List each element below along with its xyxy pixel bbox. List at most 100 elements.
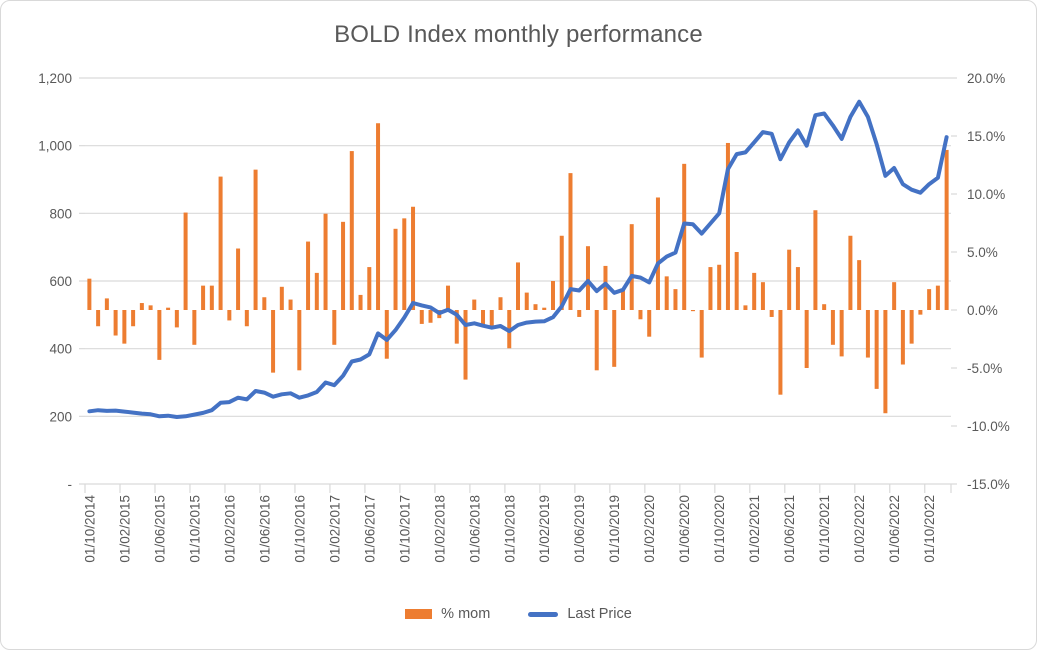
bar-pct-mom <box>271 310 276 373</box>
y-axis-label-right: -10.0% <box>967 419 1010 434</box>
bar-pct-mom <box>830 310 835 345</box>
bar-pct-mom <box>673 289 678 310</box>
x-axis-label: 01/10/2022 <box>922 495 937 563</box>
bar-pct-mom <box>699 310 704 358</box>
bar-pct-mom <box>323 213 328 310</box>
bar-pct-mom <box>542 307 547 310</box>
bar-pct-mom <box>384 310 389 359</box>
bar-pct-mom <box>585 246 590 310</box>
bar-pct-mom <box>900 310 905 365</box>
x-axis-label: 01/10/2017 <box>397 495 412 563</box>
x-axis-label: 01/10/2015 <box>187 495 202 563</box>
x-axis-label: 01/06/2019 <box>572 495 587 563</box>
legend-bar-swatch-icon <box>405 609 433 619</box>
bar-pct-mom <box>227 310 232 321</box>
bar-pct-mom <box>349 151 354 310</box>
x-axis-label: 01/10/2019 <box>607 495 622 563</box>
bar-pct-mom <box>769 310 774 317</box>
bar-pct-mom <box>332 310 337 345</box>
x-axis-label: 01/10/2020 <box>712 495 727 563</box>
bar-pct-mom <box>192 310 197 345</box>
bar-pct-mom <box>717 264 722 310</box>
bar-pct-mom <box>236 248 241 310</box>
x-axis-label: 01/10/2018 <box>502 495 517 563</box>
bar-pct-mom <box>411 206 416 310</box>
bar-pct-mom <box>201 285 206 310</box>
bar-pct-mom <box>760 282 765 310</box>
bar-pct-mom <box>139 303 144 310</box>
bar-pct-mom <box>157 310 162 360</box>
legend: % mom Last Price <box>1 606 1036 622</box>
bar-pct-mom <box>935 285 940 310</box>
bar-pct-mom <box>848 235 853 310</box>
bar-pct-mom <box>314 272 319 310</box>
y-axis-label-left: 1,000 <box>38 139 72 154</box>
y-axis-label-left: - <box>68 477 73 492</box>
y-axis-label-right: 10.0% <box>967 187 1005 202</box>
bar-pct-mom <box>113 310 118 336</box>
bar-pct-mom <box>279 286 284 310</box>
x-axis-label: 01/06/2020 <box>677 495 692 563</box>
bar-pct-mom <box>481 310 486 327</box>
bar-pct-mom <box>568 173 573 310</box>
bar-pct-mom <box>874 310 879 389</box>
x-axis-label: 01/02/2019 <box>537 495 552 563</box>
y-axis-label-right: 20.0% <box>967 71 1005 86</box>
bar-pct-mom <box>603 265 608 310</box>
bar-pct-mom <box>909 310 914 344</box>
y-axis-label-left: 800 <box>49 206 72 221</box>
y-axis-label-left: 1,200 <box>38 71 72 86</box>
bar-pct-mom <box>883 310 888 414</box>
bar-pct-mom <box>708 267 713 310</box>
bar-pct-mom <box>393 228 398 310</box>
y-axis-label-right: -15.0% <box>967 477 1010 492</box>
bar-pct-mom <box>638 310 643 320</box>
last-price-line <box>87 99 949 419</box>
x-axis-label: 01/02/2018 <box>432 495 447 563</box>
x-axis-label: 01/06/2018 <box>467 495 482 563</box>
bar-pct-mom <box>96 310 101 327</box>
bar-pct-mom <box>944 149 949 310</box>
bar-pct-mom <box>174 310 179 328</box>
y-axis-label-left: 200 <box>49 409 72 424</box>
bar-pct-mom <box>795 267 800 310</box>
bar-pct-mom <box>402 218 407 310</box>
bar-pct-mom <box>822 304 827 310</box>
bar-pct-mom <box>918 310 923 315</box>
bar-pct-mom <box>577 310 582 317</box>
bar-pct-mom <box>419 310 424 324</box>
y-axis-label-left: 600 <box>49 274 72 289</box>
x-axis-label: 01/06/2022 <box>887 495 902 563</box>
x-axis-label: 01/10/2021 <box>817 495 832 563</box>
bar-pct-mom <box>166 307 171 310</box>
bar-pct-mom <box>148 305 153 310</box>
x-axis-label: 01/06/2016 <box>257 495 272 563</box>
bar-pct-mom <box>218 176 223 310</box>
bar-pct-mom <box>288 299 293 310</box>
bar-pct-mom <box>804 310 809 368</box>
bar-pct-mom <box>524 292 529 310</box>
bar-pct-mom <box>446 285 451 310</box>
bar-pct-mom <box>428 310 433 323</box>
bar-pct-mom <box>131 310 136 327</box>
bar-pct-mom <box>358 294 363 310</box>
bar-pct-mom <box>839 310 844 357</box>
y-axis-label-left: 400 <box>49 342 72 357</box>
bar-pct-mom <box>104 298 109 310</box>
bar-pct-mom <box>376 123 381 311</box>
bar-pct-mom <box>857 260 862 310</box>
legend-line-swatch-icon <box>528 611 559 617</box>
x-axis-label: 01/10/2014 <box>82 495 97 563</box>
bar-pct-mom <box>752 272 757 310</box>
bar-pct-mom <box>489 310 494 327</box>
bar-pct-mom <box>306 241 311 310</box>
x-axis-label: 01/02/2016 <box>222 495 237 563</box>
bar-pct-mom <box>516 262 520 310</box>
bar-pct-mom <box>725 142 730 310</box>
bar-pct-mom <box>927 289 932 310</box>
legend-item-last-price: Last Price <box>528 606 632 622</box>
bar-pct-mom <box>183 212 188 310</box>
bar-pct-mom <box>690 310 695 312</box>
bar-pct-mom <box>892 282 897 310</box>
